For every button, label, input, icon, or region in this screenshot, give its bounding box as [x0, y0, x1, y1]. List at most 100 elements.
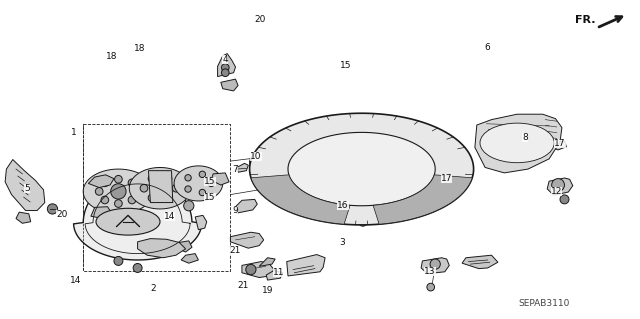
- Text: 21: 21: [230, 246, 241, 255]
- Polygon shape: [16, 212, 31, 223]
- Circle shape: [111, 184, 126, 199]
- Polygon shape: [242, 262, 274, 278]
- Text: 14: 14: [164, 212, 175, 221]
- Text: 2: 2: [151, 284, 156, 293]
- Text: 12: 12: [551, 187, 563, 196]
- Circle shape: [164, 175, 172, 182]
- Polygon shape: [475, 114, 562, 173]
- Polygon shape: [237, 163, 248, 172]
- Polygon shape: [259, 258, 275, 266]
- Circle shape: [164, 194, 172, 202]
- Circle shape: [115, 175, 122, 183]
- Circle shape: [250, 156, 262, 168]
- Circle shape: [348, 165, 356, 173]
- Polygon shape: [421, 258, 449, 274]
- Circle shape: [148, 194, 156, 202]
- Text: 18: 18: [106, 52, 118, 61]
- Circle shape: [371, 157, 378, 165]
- Text: 7: 7: [233, 165, 238, 174]
- Text: 5: 5: [24, 184, 29, 193]
- Circle shape: [101, 196, 109, 204]
- Text: FR.: FR.: [575, 15, 595, 25]
- Circle shape: [363, 180, 376, 193]
- Polygon shape: [218, 54, 236, 77]
- Circle shape: [348, 150, 356, 158]
- Circle shape: [128, 196, 136, 204]
- Circle shape: [367, 165, 375, 173]
- Circle shape: [47, 204, 58, 214]
- Circle shape: [365, 183, 373, 190]
- Circle shape: [427, 283, 435, 291]
- Text: SEPAB3110: SEPAB3110: [518, 299, 570, 308]
- Text: 3: 3: [340, 238, 345, 247]
- Polygon shape: [462, 255, 498, 269]
- Text: 15: 15: [204, 193, 216, 202]
- Text: 17: 17: [554, 139, 566, 148]
- Text: 9: 9: [233, 206, 238, 215]
- Text: 6: 6: [485, 43, 490, 52]
- Text: 4: 4: [223, 55, 228, 63]
- Text: 19: 19: [262, 286, 273, 295]
- Circle shape: [184, 201, 194, 211]
- Polygon shape: [91, 207, 112, 219]
- Polygon shape: [287, 255, 325, 276]
- Polygon shape: [250, 113, 474, 225]
- Polygon shape: [443, 172, 460, 181]
- Text: 15: 15: [204, 177, 216, 186]
- Text: 21: 21: [237, 281, 249, 290]
- Polygon shape: [547, 178, 573, 195]
- Circle shape: [148, 175, 156, 182]
- Polygon shape: [251, 175, 350, 224]
- Polygon shape: [288, 132, 435, 206]
- Circle shape: [221, 69, 229, 77]
- Circle shape: [351, 157, 359, 165]
- Circle shape: [552, 179, 564, 191]
- Polygon shape: [309, 163, 336, 178]
- Polygon shape: [129, 167, 191, 209]
- Polygon shape: [373, 175, 472, 224]
- Text: 16: 16: [337, 201, 349, 210]
- Polygon shape: [195, 215, 207, 230]
- Circle shape: [430, 259, 440, 269]
- Ellipse shape: [480, 123, 554, 163]
- Polygon shape: [138, 239, 186, 258]
- Text: 1: 1: [71, 128, 76, 137]
- Circle shape: [101, 179, 109, 187]
- Polygon shape: [550, 141, 566, 150]
- Text: 17: 17: [441, 174, 452, 183]
- Circle shape: [114, 256, 123, 265]
- Circle shape: [128, 179, 136, 187]
- Circle shape: [367, 150, 375, 158]
- Circle shape: [342, 157, 349, 165]
- Polygon shape: [230, 232, 264, 248]
- Text: 15: 15: [340, 61, 351, 70]
- Circle shape: [377, 165, 385, 173]
- Polygon shape: [148, 171, 173, 203]
- Circle shape: [95, 188, 103, 195]
- Polygon shape: [211, 173, 229, 185]
- Circle shape: [199, 171, 205, 177]
- Circle shape: [154, 182, 166, 195]
- Circle shape: [199, 189, 205, 196]
- Ellipse shape: [96, 208, 160, 235]
- Circle shape: [339, 165, 346, 173]
- Text: 8: 8: [522, 133, 527, 142]
- Polygon shape: [5, 160, 45, 211]
- Circle shape: [115, 200, 122, 207]
- Circle shape: [185, 186, 191, 192]
- Circle shape: [358, 217, 367, 226]
- Polygon shape: [236, 199, 257, 213]
- Text: 13: 13: [424, 267, 436, 276]
- Polygon shape: [221, 79, 238, 91]
- Circle shape: [172, 184, 180, 192]
- Circle shape: [221, 64, 229, 71]
- Text: 18: 18: [134, 44, 145, 53]
- Polygon shape: [74, 176, 202, 260]
- Circle shape: [358, 165, 365, 173]
- Polygon shape: [83, 169, 154, 214]
- Polygon shape: [88, 175, 114, 188]
- Circle shape: [358, 150, 365, 158]
- Circle shape: [133, 263, 142, 272]
- Circle shape: [560, 195, 569, 204]
- Circle shape: [246, 264, 256, 275]
